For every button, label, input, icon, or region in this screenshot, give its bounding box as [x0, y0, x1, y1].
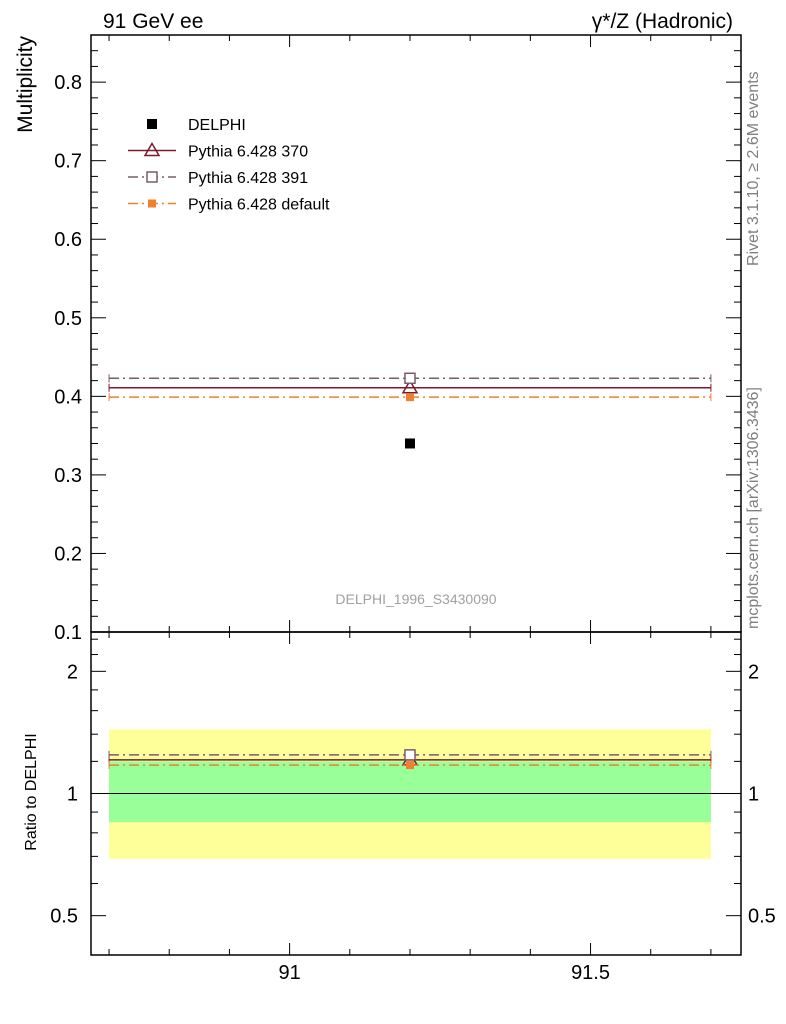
ratio-ytick-label-right: 0.5 — [748, 906, 776, 928]
legend-marker — [148, 199, 156, 208]
main-series-group — [108, 372, 712, 449]
main-ytick-label: 0.4 — [54, 386, 82, 408]
ratio-ytick-label: 2 — [67, 661, 78, 683]
legend-marker — [147, 119, 157, 129]
main-ytick-label: 0.8 — [54, 72, 82, 94]
main-point — [405, 393, 414, 402]
main-point — [401, 379, 419, 394]
main-ytick-label: 0.3 — [54, 465, 82, 487]
legend: DELPHI Pythia 6.428 370 Pythia 6.428 391 Py… — [128, 117, 330, 214]
ratio-band-inner — [109, 761, 711, 823]
legend-label: Pythia 6.428 default — [188, 197, 330, 214]
ratio-bands — [91, 729, 741, 859]
main-ytick-label: 0.2 — [54, 543, 82, 565]
legend-item: Pythia 6.428 default — [128, 197, 330, 214]
main-series-2 — [108, 372, 712, 385]
ratio-series-2 — [108, 761, 712, 770]
main-axes: 0.1 0.2 0.3 0.4 0.5 0.6 0.7 0.8 — [54, 35, 741, 644]
analysis-label: DELPHI_1996_S3430090 — [335, 591, 496, 607]
legend-label: DELPHI — [188, 117, 246, 134]
ratio-xtick-label: 91.5 — [571, 962, 610, 984]
ratio-axes: 0.5 0.5 1 1 2 2 91 91.5 — [50, 632, 776, 984]
main-ylabel: Multiplicity — [14, 36, 37, 133]
ratio-ytick-label-right: 2 — [748, 661, 759, 683]
header-left-label: 91 GeV ee — [103, 10, 203, 33]
mcplots-side-label: mcplots.cern.ch [arXiv:1306.3436] — [745, 387, 762, 629]
main-series-1 — [108, 379, 712, 394]
ratio-xtick-label: 91 — [278, 962, 300, 984]
main-ytick-label: 0.7 — [54, 151, 82, 173]
main-panel: DELPHI Pythia 6.428 370 Pythia 6.428 391 Py… — [14, 34, 742, 644]
ratio-point — [404, 749, 416, 761]
legend-item: DELPHI — [147, 117, 246, 134]
ratio-series-1 — [108, 749, 712, 761]
legend-marker — [146, 171, 158, 183]
header-right-label: γ*/Z (Hadronic) — [592, 10, 733, 33]
main-point — [404, 372, 416, 385]
main-series-0 — [404, 438, 415, 449]
main-ytick-label: 0.6 — [54, 229, 82, 251]
ratio-ytick-label-right: 1 — [748, 784, 759, 806]
legend-item: Pythia 6.428 370 — [128, 142, 308, 161]
ratio-ytick-label: 0.5 — [50, 906, 78, 928]
legend-label: Pythia 6.428 370 — [188, 144, 308, 161]
legend-label: Pythia 6.428 391 — [188, 170, 308, 187]
main-ytick-label: 0.5 — [54, 308, 82, 330]
legend-item: Pythia 6.428 391 — [128, 170, 308, 187]
ratio-ytick-label: 1 — [67, 784, 78, 806]
main-series-3 — [108, 393, 712, 402]
ratio-point — [405, 761, 414, 770]
legend-marker — [143, 142, 161, 157]
main-point — [404, 438, 415, 449]
ratio-panel: 0.5 0.5 1 1 2 2 91 91.5 Ratio to DELPHI — [23, 631, 776, 984]
ratio-series-group — [108, 749, 712, 770]
ratio-ylabel: Ratio to DELPHI — [23, 733, 40, 850]
rivet-side-label: Rivet 3.1.10, ≥ 2.6M events — [745, 71, 762, 266]
main-ytick-label: 0.1 — [54, 622, 82, 644]
